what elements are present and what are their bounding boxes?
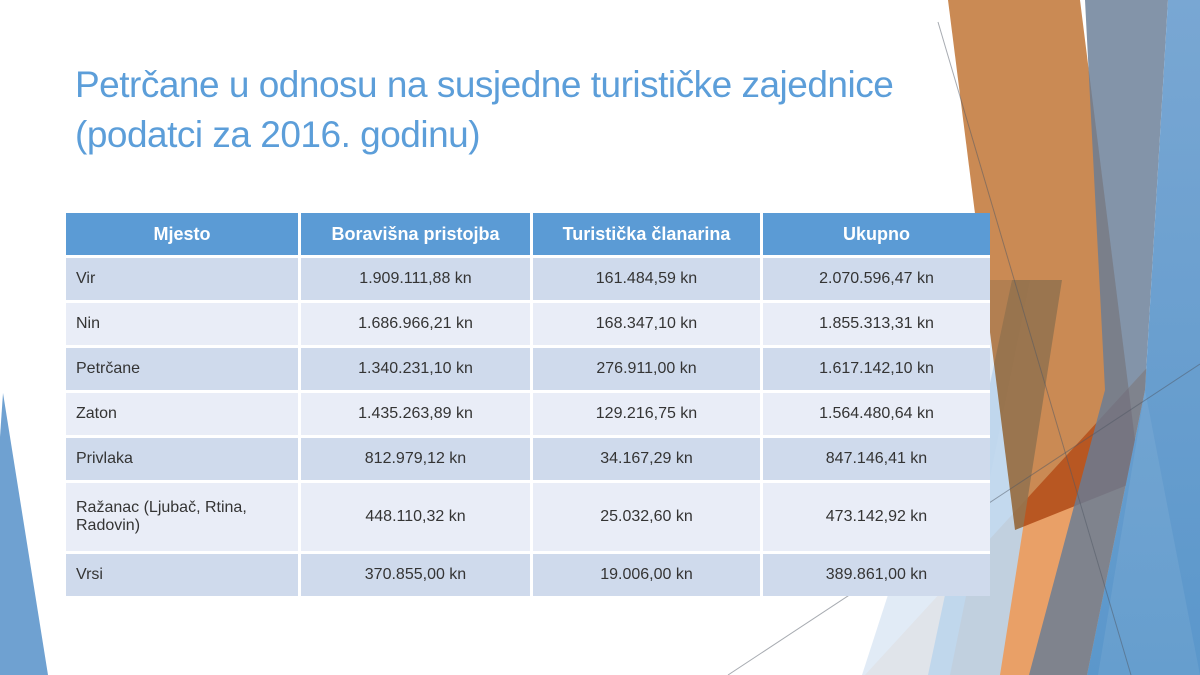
slate-band-shape bbox=[1029, 0, 1168, 675]
cell-value: 1.855.313,31 kn bbox=[760, 300, 990, 345]
cell-value: 129.216,75 kn bbox=[530, 390, 760, 435]
cell-value: 161.484,59 kn bbox=[530, 255, 760, 300]
cell-value: 2.070.596,47 kn bbox=[760, 255, 990, 300]
table-row: Vir 1.909.111,88 kn 161.484,59 kn 2.070.596… bbox=[66, 255, 990, 300]
cell-value: 448.110,32 kn bbox=[298, 480, 530, 551]
cell-value: 25.032,60 kn bbox=[530, 480, 760, 551]
column-header-ukupno: Ukupno bbox=[760, 213, 990, 255]
cell-value: 276.911,00 kn bbox=[530, 345, 760, 390]
left-wedge-shape bbox=[0, 393, 48, 675]
cell-value: 847.146,41 kn bbox=[760, 435, 990, 480]
table-row: Zaton 1.435.263,89 kn 129.216,75 kn 1.564.4… bbox=[66, 390, 990, 435]
cell-mjesto: Privlaka bbox=[66, 435, 298, 480]
cell-value: 812.979,12 kn bbox=[298, 435, 530, 480]
cell-value: 473.142,92 kn bbox=[760, 480, 990, 551]
cell-mjesto: Nin bbox=[66, 300, 298, 345]
cell-mjesto: Vir bbox=[66, 255, 298, 300]
table-row: Nin 1.686.966,21 kn 168.347,10 kn 1.855.313… bbox=[66, 300, 990, 345]
column-header-turisticka-clanarina: Turistička članarina bbox=[530, 213, 760, 255]
blue-chevron-highlight bbox=[1098, 390, 1200, 675]
cell-mjesto: Vrsi bbox=[66, 551, 298, 596]
table-row: Ražanac (Ljubač, Rtina, Radovin) 448.110,… bbox=[66, 480, 990, 551]
table-row: Vrsi 370.855,00 kn 19.006,00 kn 389.861,00 … bbox=[66, 551, 990, 596]
cell-value: 1.340.231,10 kn bbox=[298, 345, 530, 390]
table-row: Petrčane 1.340.231,10 kn 276.911,00 kn 1.61… bbox=[66, 345, 990, 390]
cell-value: 34.167,29 kn bbox=[530, 435, 760, 480]
slide-title: Petrčane u odnosu na susjedne turističke… bbox=[75, 64, 894, 155]
column-header-mjesto: Mjesto bbox=[66, 213, 298, 255]
cell-value: 1.686.966,21 kn bbox=[298, 300, 530, 345]
cell-value: 1.435.263,89 kn bbox=[298, 390, 530, 435]
cell-value: 1.909.111,88 kn bbox=[298, 255, 530, 300]
cell-value: 1.617.142,10 kn bbox=[760, 345, 990, 390]
table-header-row: Mjesto Boravišna pristojba Turistička čl… bbox=[66, 213, 990, 255]
cell-value: 1.564.480,64 kn bbox=[760, 390, 990, 435]
cell-mjesto: Ražanac (Ljubač, Rtina, Radovin) bbox=[66, 480, 298, 551]
column-header-boravisna-pristojba: Boravišna pristojba bbox=[298, 213, 530, 255]
cell-value: 168.347,10 kn bbox=[530, 300, 760, 345]
comparison-table: Mjesto Boravišna pristojba Turistička čl… bbox=[66, 213, 990, 596]
cell-value: 19.006,00 kn bbox=[530, 551, 760, 596]
cell-value: 389.861,00 kn bbox=[760, 551, 990, 596]
cell-mjesto: Zaton bbox=[66, 390, 298, 435]
diagonal-line-1 bbox=[937, 21, 1132, 675]
cell-mjesto: Petrčane bbox=[66, 345, 298, 390]
blue-chevron-shape bbox=[1087, 0, 1200, 675]
table-row: Privlaka 812.979,12 kn 34.167,29 kn 847.146… bbox=[66, 435, 990, 480]
cell-value: 370.855,00 kn bbox=[298, 551, 530, 596]
